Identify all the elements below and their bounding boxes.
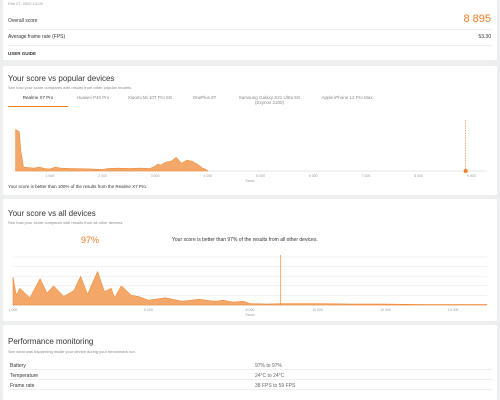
- distribution-area: [12, 270, 488, 306]
- perf-row-value: 97% to 97%: [255, 363, 282, 369]
- user-guide-link[interactable]: USER GUIDE: [8, 51, 37, 56]
- average-fps-label: Average frame rate (FPS): [8, 34, 66, 40]
- section-title: Your score vs popular devices: [8, 74, 115, 83]
- tab-device[interactable]: Realme X7 Pro: [8, 93, 68, 107]
- perf-row-value: 38 FPS to 59 FPS: [255, 383, 296, 389]
- performance-card: Performance monitoring See what was happ…: [3, 325, 497, 400]
- tab-device[interactable]: Apple iPhone 12 Pro Max: [321, 95, 373, 100]
- x-tick-label: 8 000: [414, 174, 423, 178]
- run-timestamp: Feb 27, 2022 13:09: [8, 1, 43, 6]
- section-title: Your score vs all devices: [8, 209, 96, 218]
- popular-devices-chart: 1 000 2 000 3 000 4 000 5 000 6 000 7 000 8 000…: [13, 120, 487, 182]
- x-tick-label: 2 000: [98, 174, 107, 178]
- x-tick-label: 9 000: [467, 174, 476, 178]
- tab-device[interactable]: OnePlus 8T: [192, 95, 217, 100]
- x-tick-label: 14 000: [448, 308, 459, 312]
- perf-row-label: Frame rate: [10, 383, 35, 389]
- section-title: Performance monitoring: [8, 337, 94, 346]
- perf-row-temperature: Temperature 24°C to 24°C: [8, 371, 492, 380]
- divider: [8, 45, 492, 46]
- x-tick-label: 4 000: [203, 174, 212, 178]
- all-devices-card: Your score vs all devices See how your s…: [3, 199, 497, 321]
- x-tick-label: 5 000: [256, 174, 265, 178]
- percentile-summary: Your score is better than 97% of the res…: [172, 237, 318, 243]
- x-tick-label: 7 000: [361, 174, 370, 178]
- your-score-dot: [463, 169, 468, 173]
- percentile-value: 97%: [81, 235, 100, 245]
- tab-device[interactable]: Huawei P40 Pro: [76, 95, 110, 100]
- score-summary-card: Feb 27, 2022 13:09 Overall score 8 895 A…: [3, 0, 497, 60]
- x-tick-label: 12 000: [380, 308, 391, 312]
- all-devices-chart: 1 000 5 000 8 000 10 000 12 000 14 000 Score: [9, 255, 488, 317]
- popular-devices-card: Your score vs popular devices See how yo…: [3, 66, 497, 195]
- x-tick-label: 3 000: [151, 174, 160, 178]
- perf-row-label: Temperature: [10, 373, 39, 379]
- divider: [8, 29, 492, 30]
- overall-score-label: Overall score: [8, 18, 38, 24]
- x-tick-label: 5 000: [144, 308, 153, 312]
- overall-score-value: 8 895: [463, 13, 491, 25]
- tab-device[interactable]: Samsung Galaxy S21 Ultra 5G (Exynos 2100…: [238, 95, 301, 105]
- x-tick-label: 6 000: [309, 174, 318, 178]
- perf-row-label: Battery: [10, 363, 26, 369]
- x-tick-label: 10 000: [312, 308, 323, 312]
- perf-row-battery: Battery 97% to 97%: [8, 361, 492, 370]
- comparison-summary: Your score is better than 100% of the re…: [8, 184, 148, 189]
- x-tick-label: 8 000: [246, 308, 255, 312]
- x-axis-label: Score: [245, 179, 254, 182]
- perf-row-value: 24°C to 24°C: [255, 373, 285, 379]
- tab-device[interactable]: Xiaomi Mi 10T Pro 5G: [127, 95, 173, 100]
- x-tick-label: 1 000: [9, 308, 18, 312]
- device-tabs: Realme X7 Pro Huawei P40 Pro Xiaomi Mi 1…: [8, 93, 382, 107]
- section-subtitle: See what was happening inside your devic…: [8, 349, 136, 354]
- x-axis-label: Score: [245, 313, 254, 317]
- distribution-area: [15, 128, 209, 172]
- section-subtitle: See how your score compares with results…: [8, 85, 133, 90]
- average-fps-value: 53.30: [478, 34, 491, 40]
- perf-row-frame-rate: Frame rate 38 FPS to 59 FPS: [8, 381, 492, 390]
- x-tick-label: 1 000: [45, 174, 54, 178]
- section-subtitle: See how your score compares with results…: [8, 220, 124, 225]
